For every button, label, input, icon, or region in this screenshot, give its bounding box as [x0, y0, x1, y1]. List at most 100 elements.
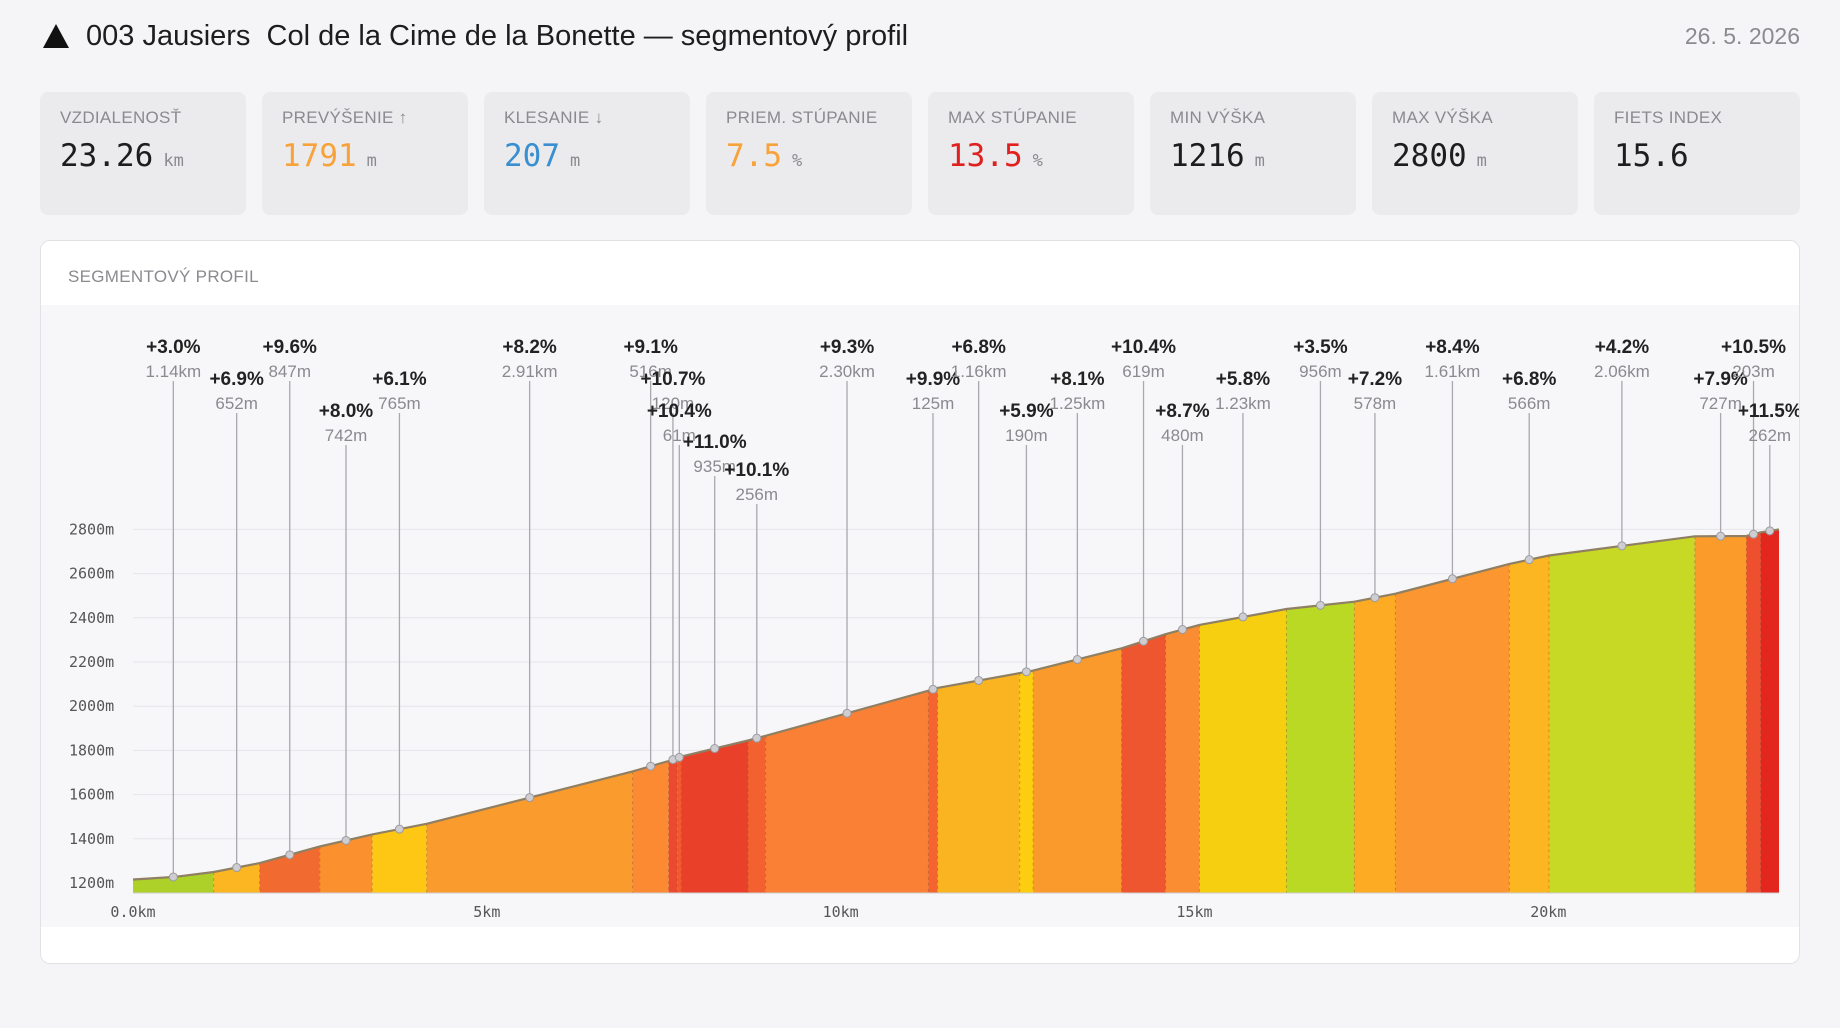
annotation-dot	[1765, 526, 1775, 536]
segment-fill	[765, 690, 929, 893]
segment-fill	[1165, 624, 1200, 893]
segment-length-label: 256m	[736, 485, 779, 504]
stat-label: VZDIALENOSŤ	[60, 108, 182, 127]
segment-fill	[1395, 563, 1510, 893]
annotation-dot	[1072, 654, 1082, 664]
segment-fill	[677, 756, 682, 893]
x-tick-label: 20km	[1530, 903, 1566, 921]
segment-length-label: 727m	[1699, 394, 1742, 413]
annotation-dot	[285, 850, 295, 860]
elevation-profile-chart: 1200m 1400m 1600m 1800m 2000m 2200m 2400m 2600m…	[69, 337, 1799, 921]
segment-length-label: 956m	[1299, 362, 1342, 381]
segment-grade-label: +11.5%	[1738, 401, 1799, 422]
segment-fill	[1121, 634, 1166, 893]
segment-length-label: 190m	[1005, 426, 1048, 445]
segment-fill	[133, 871, 214, 893]
stat-unit: %	[792, 151, 803, 171]
stat-value: 207	[504, 138, 560, 174]
annotation-dot	[928, 684, 938, 694]
segment-length-label: 1.25km	[1049, 394, 1105, 413]
segment-grade-label: +10.7%	[640, 369, 705, 390]
segment-fill	[319, 834, 373, 893]
segment-length-label: 765m	[378, 394, 421, 413]
stat-label: MIN VÝŠKA	[1170, 108, 1266, 127]
segment-fill	[1019, 670, 1034, 893]
segment-fill	[937, 673, 1020, 893]
annotation-dot	[1370, 593, 1380, 603]
segment-fill	[1549, 536, 1695, 893]
segment-fill	[372, 823, 427, 893]
stat-unit: m	[366, 151, 377, 171]
segment-grade-label: +7.2%	[1348, 369, 1403, 390]
segment-length-label: 1.14km	[145, 362, 201, 381]
header: 003 Jausiers Col de la Cime de la Bonett…	[40, 14, 1800, 58]
segment-grade-label: +8.2%	[502, 337, 557, 358]
segment-fill	[1746, 532, 1761, 893]
stat-label: KLESANIE ↓	[504, 108, 604, 127]
segment-length-label: 61m	[663, 426, 696, 445]
segment-grade-label: +10.4%	[1111, 337, 1176, 358]
annotation-dot	[168, 872, 178, 882]
stat-card-max-elevation: MAX VÝŠKA 2800 m	[1372, 92, 1578, 215]
segment-grade-label: +3.5%	[1293, 337, 1348, 358]
segment-length-label: 2.30km	[819, 362, 875, 381]
stat-value: 7.5	[726, 138, 782, 174]
panel-title: SEGMENTOVÝ PROFIL	[68, 267, 259, 286]
segment-grade-label: +9.6%	[263, 337, 318, 358]
segment-length-label: 120m	[652, 394, 695, 413]
y-tick-label: 2400m	[69, 609, 114, 627]
stat-unit: m	[1254, 151, 1265, 171]
segment-fill	[681, 740, 748, 893]
segment-fill	[426, 771, 633, 893]
stat-label: MAX STÚPANIE	[948, 108, 1077, 127]
stat-card-fiets-index: FIETS INDEX 15.6	[1594, 92, 1800, 215]
segment-grade-label: +6.1%	[372, 369, 427, 390]
segment-grade-label: +5.8%	[1216, 369, 1271, 390]
segment-fill	[668, 758, 678, 893]
stat-unit: m	[570, 151, 581, 171]
segment-length-label: 1.61km	[1425, 362, 1481, 381]
segment-grade-label: +5.9%	[999, 401, 1054, 422]
date-label: 26. 5. 2026	[1684, 22, 1800, 49]
segment-grade-label: +10.1%	[724, 460, 789, 481]
stat-value: 1791	[282, 138, 357, 174]
stat-card-distance: VZDIALENOSŤ 23.26 km	[40, 92, 246, 215]
annotation-dot	[1447, 574, 1457, 584]
annotation-dot	[394, 824, 404, 834]
y-tick-label: 1400m	[69, 830, 114, 848]
segment-length-label: 1.23km	[1215, 394, 1271, 413]
segment-length-label: 203m	[1732, 362, 1775, 381]
segment-grade-label: +8.0%	[319, 401, 374, 422]
segment-fill	[1199, 608, 1287, 893]
segment-length-label: 566m	[1508, 394, 1551, 413]
segment-length-label: 578m	[1354, 394, 1397, 413]
annotation-dot	[1139, 636, 1149, 646]
x-tick-label: 5km	[473, 903, 500, 921]
segment-fill	[928, 687, 938, 893]
stat-card-elevation-gain: PREVÝŠENIE ↑ 1791 m	[262, 92, 468, 215]
y-tick-label: 2600m	[69, 565, 114, 583]
segment-fill	[1760, 529, 1779, 893]
segment-grade-label: +9.1%	[623, 337, 678, 358]
segment-grade-label: +6.9%	[209, 369, 264, 390]
stat-value: 23.26	[60, 138, 154, 174]
annotation-dot	[1749, 529, 1759, 539]
page-title: 003 Jausiers Col de la Cime de la Bonett…	[86, 19, 909, 52]
annotation-dot	[842, 708, 852, 718]
annotation-dot	[525, 793, 535, 803]
segment-length-label: 262m	[1749, 426, 1792, 445]
annotation-dot	[1177, 625, 1187, 635]
segment-length-label: 847m	[268, 362, 311, 381]
segment-fill	[632, 761, 669, 893]
segment-length-label: 2.06km	[1594, 362, 1650, 381]
segment-length-label: 516m	[629, 362, 672, 381]
annotation-dot	[1524, 555, 1534, 565]
segment-grade-label: +9.9%	[906, 369, 961, 390]
segment-length-label: 480m	[1161, 426, 1204, 445]
annotation-dot	[646, 761, 656, 771]
segment-grade-label: +8.1%	[1050, 369, 1105, 390]
annotation-dot	[1716, 531, 1726, 541]
segment-fill	[259, 846, 320, 893]
annotation-dot	[232, 863, 242, 873]
annotation-dot	[1238, 612, 1248, 622]
